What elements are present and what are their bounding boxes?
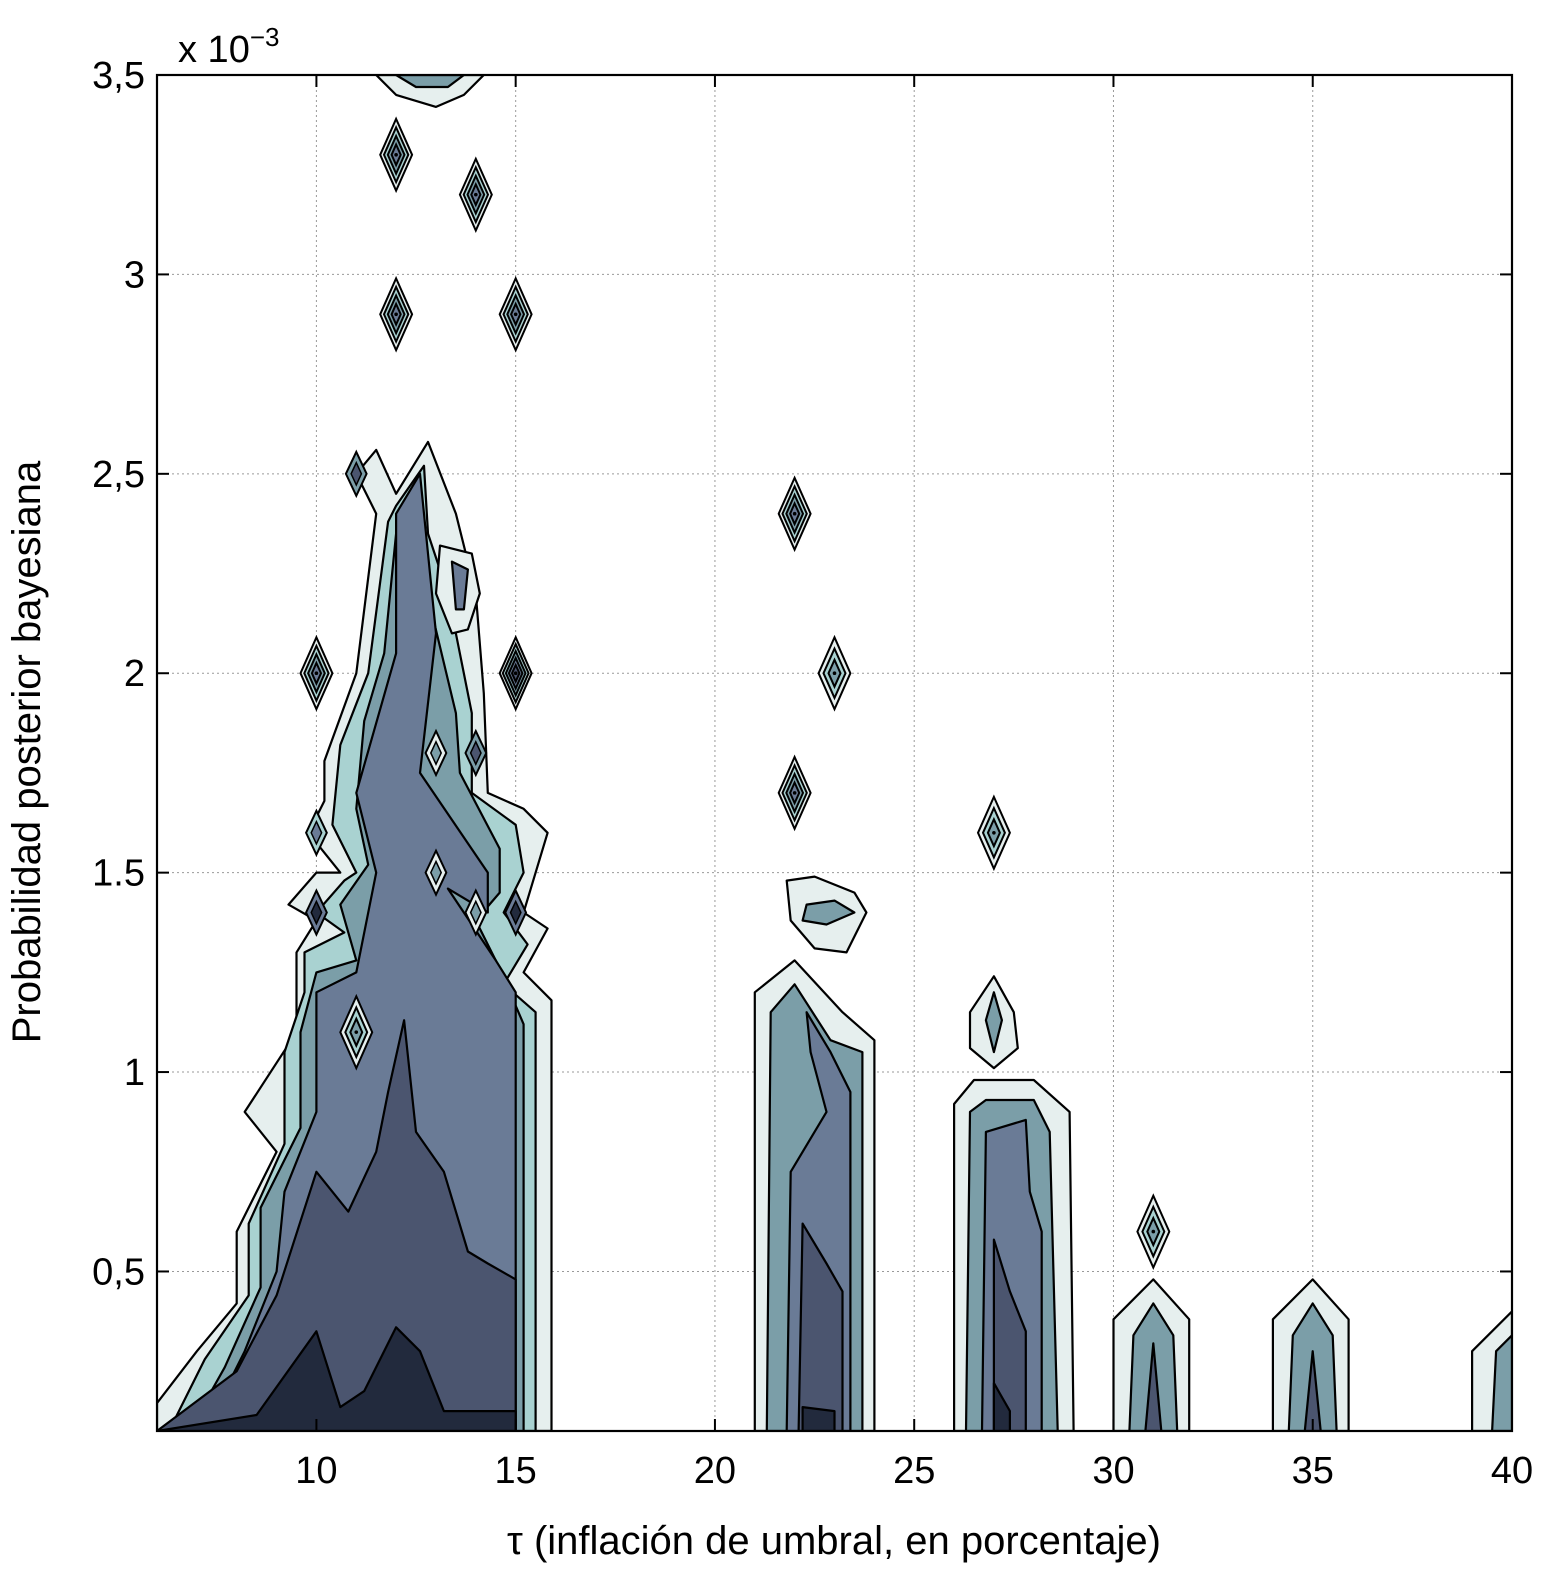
x-tick-label: 35 <box>1292 1450 1334 1492</box>
contour-peak-center <box>394 152 398 157</box>
contour-peak-center <box>992 830 996 835</box>
plot-frame <box>155 73 1514 1433</box>
contour-peak-center <box>314 671 319 676</box>
contour-inner-peak-core <box>350 460 363 487</box>
x-tick-label: 40 <box>1491 1450 1533 1492</box>
y-tick-label: 0,5 <box>92 1251 145 1293</box>
axis-ticks: 10 15 20 25 30 35 40 0,5 1 1.5 2 2,5 3 3,5 <box>92 55 1533 1492</box>
contour-region-level-4 <box>157 1019 517 1431</box>
contour-region-level-4 <box>1144 1342 1163 1431</box>
contour-peak-center <box>792 791 797 795</box>
y-tick-label: 3 <box>124 254 145 296</box>
y-tick-label: 2 <box>124 653 145 695</box>
contour-inner-peak-core <box>310 819 323 846</box>
contour-peak-center <box>513 671 518 676</box>
contour-region-level-4 <box>992 1238 1027 1431</box>
contour-peak-center <box>832 671 837 676</box>
y-axis-multiplier: x 10−3 <box>178 22 279 71</box>
contour-region-level-2 <box>801 899 856 926</box>
contour-region-level-5 <box>157 1326 517 1431</box>
contour-inner-peak-core <box>469 740 482 766</box>
x-axis-title: τ (inflación de umbral, en porcentaje) <box>507 1519 1161 1563</box>
y-tick-label: 1 <box>124 1052 145 1094</box>
contour-region-level-3 <box>450 560 469 611</box>
y-tick-label: 3,5 <box>92 55 145 97</box>
contour-regions <box>157 75 1512 1431</box>
contour-group <box>157 75 1512 1431</box>
x-tick-label: 30 <box>1092 1450 1134 1492</box>
contour-region-level-4 <box>797 1222 844 1431</box>
y-tick-label: 1.5 <box>92 853 145 895</box>
contour-region-level-5 <box>801 1405 836 1431</box>
x-tick-label: 10 <box>295 1450 337 1492</box>
contour-inner-peak-core <box>429 859 443 886</box>
contour-peak-center <box>394 312 398 317</box>
x-tick-label: 20 <box>694 1450 736 1492</box>
contour-peak-center <box>474 192 478 197</box>
x-tick-label: 15 <box>495 1450 537 1492</box>
contour-peak-center <box>354 1030 359 1034</box>
contour-inner-peak-core <box>469 899 482 926</box>
contour-peak-center <box>1151 1229 1156 1234</box>
contour-region-level-4 <box>1303 1350 1322 1431</box>
contour-peak-center <box>792 511 797 516</box>
y-axis-title: Probabilidad posterior bayesiana <box>5 460 49 1043</box>
contour-inner-peak-core <box>509 899 522 926</box>
contour-region-level-2 <box>395 75 465 89</box>
contour-inner-peak-core <box>429 740 443 766</box>
x-tick-label: 25 <box>893 1450 935 1492</box>
contour-region-level-5 <box>992 1381 1012 1431</box>
contour-region-level-2 <box>984 991 1004 1054</box>
contour-region-level-2 <box>1490 1334 1512 1431</box>
contour-peak-center <box>513 312 518 317</box>
y-tick-label: 2,5 <box>92 454 145 496</box>
contour-region-level-0 <box>375 75 485 109</box>
contour-inner-peak-core <box>310 899 323 926</box>
